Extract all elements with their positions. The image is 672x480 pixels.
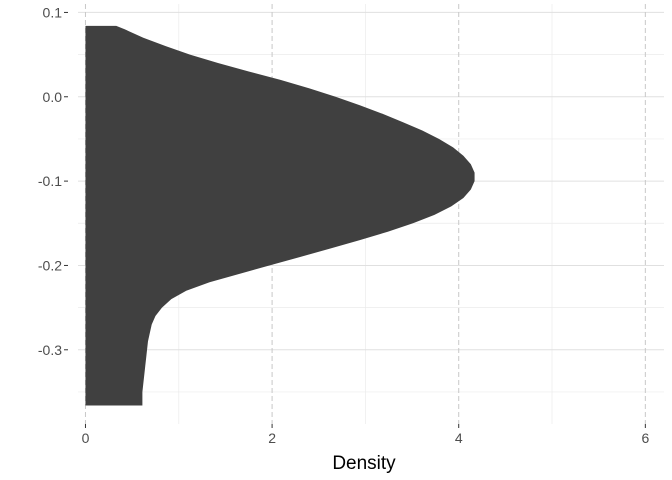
x-tick-label: 4 — [455, 430, 463, 446]
x-axis-title: Density — [332, 453, 396, 474]
density-area — [85, 25, 475, 406]
y-tick-label: -0.2 — [38, 257, 62, 273]
x-tick-label: 2 — [268, 430, 276, 446]
y-tick-label: 0.1 — [43, 4, 63, 20]
x-tick-label: 6 — [641, 430, 649, 446]
y-tick-label: 0.0 — [43, 89, 63, 105]
y-tick-label: -0.1 — [38, 173, 62, 189]
x-tick-label: 0 — [82, 430, 90, 446]
y-tick-label: -0.3 — [38, 342, 62, 358]
density-area-layer — [85, 25, 475, 406]
tick-layer: 0.1 0.0 -0.1 -0.2 -0.3 0 2 4 6 — [38, 4, 650, 446]
